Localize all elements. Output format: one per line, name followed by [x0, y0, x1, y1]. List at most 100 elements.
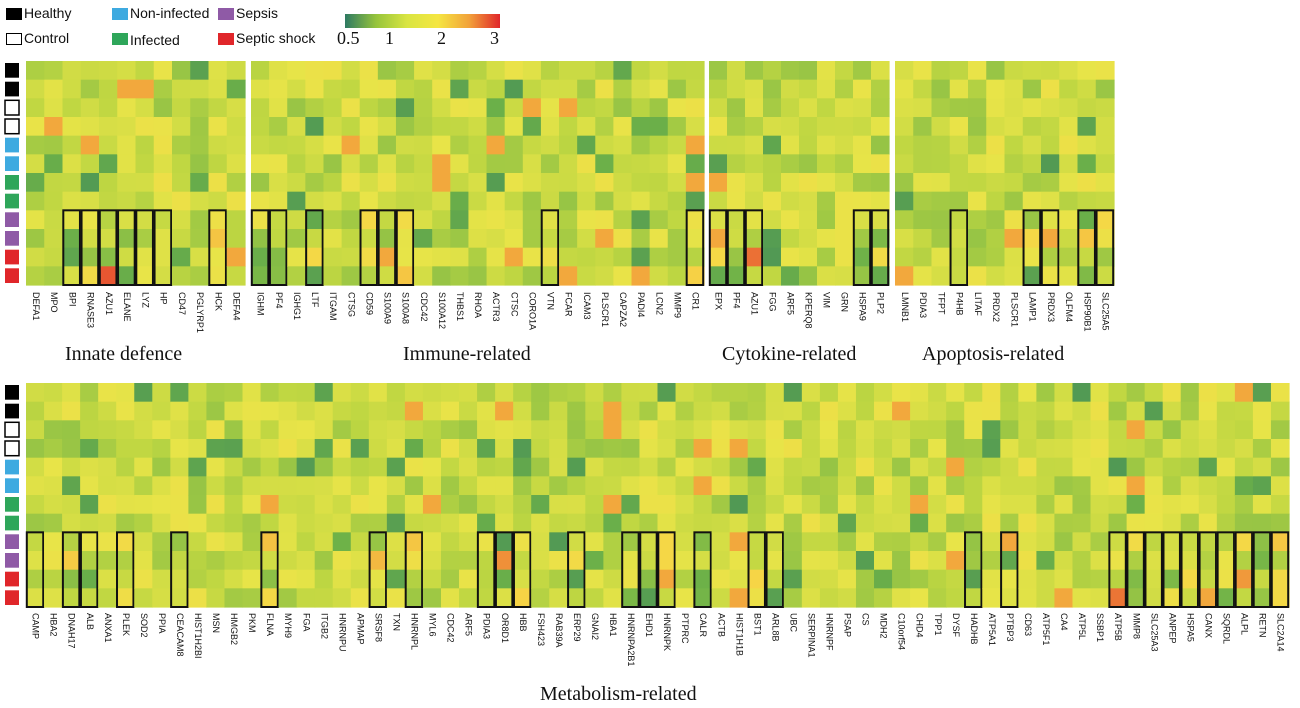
heat-cell-kperq8-6	[799, 173, 818, 193]
heat-cell-bst1-9	[747, 551, 767, 571]
gene-label-tpp1: TPP1	[933, 613, 943, 636]
gene-label-kperq8: KPERQ8	[804, 292, 814, 329]
highlight-box-s100a8	[395, 209, 415, 286]
heat-cell-ltf-7	[305, 191, 325, 211]
heat-cell-hba1-0	[603, 383, 623, 403]
heat-cell-ltf-3	[305, 117, 325, 137]
heat-cell-arf5-11	[459, 588, 478, 608]
heat-cell-fsh423-4	[531, 457, 550, 477]
gene-label-slc2a14: SLC2A14	[1276, 613, 1286, 652]
heat-cell-ptbp3-5	[1000, 476, 1019, 496]
gene-label-hnrnpl: HNRNPL	[410, 613, 420, 650]
heat-cell-c10orf54-4	[892, 457, 911, 477]
heat-cell-dysf-6	[946, 495, 965, 515]
heat-cell-thbs1-5	[450, 154, 470, 174]
heat-cell-ssbp1-4	[1090, 457, 1110, 477]
gene-label-ubc: UBC	[788, 613, 798, 633]
heat-cell-atp5f1-10	[1036, 569, 1056, 589]
heat-cell-gnai2-4	[585, 457, 604, 477]
heat-cell-hsp90b1-2	[1077, 98, 1097, 118]
heat-cell-olfm4-8	[1059, 210, 1079, 230]
heat-cell-actb-10	[711, 569, 731, 589]
heat-cell-pdia3-10	[913, 247, 933, 267]
heat-cell-slc25a5-9	[1095, 229, 1115, 249]
heat-cell-cs-8	[855, 532, 875, 552]
heat-cell-ighm-5	[251, 154, 270, 174]
heat-cell-itgb2-0	[314, 383, 334, 403]
heat-cell-pkm-3	[242, 439, 262, 459]
gene-label-atp5f1: ATP5F1	[1041, 613, 1051, 645]
heat-cell-padi4-11	[631, 266, 651, 286]
heat-cell-vim-8	[817, 210, 836, 230]
heat-cell-alpl-4	[1234, 457, 1254, 477]
gene-label-or8d1: OR8D1	[500, 613, 510, 643]
heat-cell-sqrdl-5	[1216, 476, 1236, 496]
heat-cell-vim-10	[817, 247, 836, 267]
heat-cell-pglyrp1-4	[190, 135, 210, 155]
heat-cell-psap-5	[837, 476, 857, 496]
heat-cell-litaf-7	[968, 191, 987, 211]
heat-cell-plscr1-5	[1004, 154, 1024, 174]
heat-cell-plp2-0	[871, 61, 890, 81]
gene-label-flna: FLNA	[265, 613, 275, 636]
heat-cell-fsh423-2	[531, 420, 550, 440]
heat-cell-prdx2-11	[986, 266, 1006, 286]
gene-label-bst1: BST1	[752, 613, 762, 636]
heat-cell-plscr1-4	[595, 135, 614, 155]
heat-cell-hba2-10	[44, 569, 63, 589]
heat-cell-c10orf54-8	[892, 532, 911, 552]
heat-cell-anpep-0	[1162, 383, 1182, 403]
highlight-box-plp2	[870, 209, 890, 286]
heat-cell-icam3-3	[577, 117, 596, 137]
heat-cell-arf5-3	[781, 117, 800, 137]
heat-cell-hnrnpl-0	[404, 383, 424, 403]
heat-cell-hadhb-0	[964, 383, 983, 403]
gene-label-cs: CS	[861, 613, 871, 626]
gene-label-thbs1: THBS1	[455, 292, 465, 321]
heat-cell-hnrnpl-3	[404, 439, 424, 459]
heat-cell-rhoa-11	[468, 266, 488, 286]
heat-cell-defa4-5	[226, 154, 246, 174]
legend-label-control: Control	[24, 30, 70, 46]
heat-cell-cd47-10	[172, 247, 191, 267]
heat-cell-rnase3-6	[80, 173, 100, 193]
heat-cell-pf4-8	[727, 210, 746, 230]
heat-cell-slc2a14-6	[1270, 495, 1290, 515]
heat-cell-myh9-11	[278, 588, 298, 608]
heat-cell-c10orf54-5	[892, 476, 911, 496]
heat-cell-p4hb-8	[949, 210, 969, 230]
heat-cell-arf5-7	[781, 191, 800, 211]
heat-cell-cdc42-1	[414, 79, 433, 99]
heat-cell-erp29-11	[567, 588, 586, 608]
heat-cell-defa1-1	[26, 79, 45, 99]
heat-cell-lamp1-1	[1022, 79, 1042, 99]
heat-cell-mmp9-9	[667, 229, 687, 249]
heat-cell-ehd1-7	[639, 513, 659, 533]
heat-cell-pglyrp1-11	[190, 266, 210, 286]
heat-cell-ltf-5	[305, 154, 325, 174]
gene-label-cd47: CD47	[177, 292, 187, 315]
heat-cell-hck-2	[208, 98, 228, 118]
heat-cell-arf5-0	[459, 383, 478, 403]
heat-cell-pdia3-11	[477, 588, 496, 608]
heat-cell-ca4-3	[1054, 439, 1074, 459]
heat-cell-c10orf54-10	[892, 569, 911, 589]
heat-cell-s100a8-2	[395, 98, 415, 118]
heat-cell-srsf8-2	[368, 420, 388, 440]
heat-cell-icam3-10	[577, 247, 596, 267]
heat-cell-cr1-10	[685, 247, 705, 267]
heat-cell-lcn2-5	[649, 154, 669, 174]
heat-cell-erp29-8	[567, 532, 586, 552]
heat-cell-alpl-3	[1234, 439, 1254, 459]
heat-cell-canx-9	[1198, 551, 1218, 571]
colorbar-gradient	[345, 14, 500, 28]
heat-cell-hnrnpu-4	[332, 457, 352, 477]
heat-cell-msn-0	[206, 383, 226, 403]
heat-cell-txn-9	[386, 551, 406, 571]
heat-cell-bst1-3	[747, 439, 767, 459]
heat-cell-pdia3-4	[913, 135, 933, 155]
heat-cell-hbb-10	[513, 569, 532, 589]
heat-cell-anpep-1	[1162, 401, 1182, 421]
heat-cell-hnrnpu-6	[332, 495, 352, 515]
heat-cell-anpep-7	[1162, 513, 1182, 533]
